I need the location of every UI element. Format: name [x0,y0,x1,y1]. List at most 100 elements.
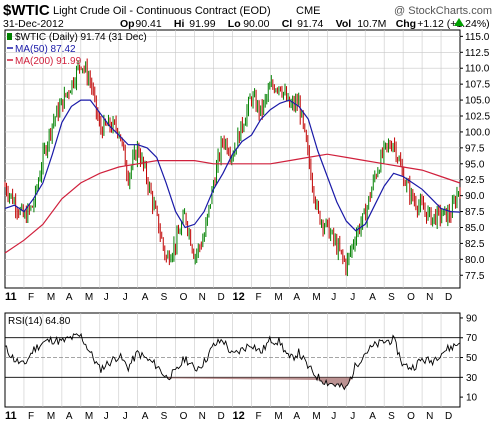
price-x-tick-label: M [85,292,93,303]
price-x-tick-label: M [274,292,282,303]
quote-date: 31-Dec-2012 [3,18,64,30]
rsi-y-tick-label: 30 [466,373,478,384]
rsi-x-tick-label: M [85,411,93,422]
price-x-tick-label: M [47,292,55,303]
price-x-tick-label: A [66,292,73,303]
symbol-title: $WTIC [3,2,50,19]
price-x-tick-label: F [255,292,261,303]
rsi-x-tick-label: J [331,411,336,422]
instrument-description: Light Crude Oil - Continuous Contract (E… [53,5,271,17]
price-y-tick-label: 107.5 [465,80,490,91]
rsi-x-tick-label: S [388,411,395,422]
rsi-x-tick-label: M [274,411,282,422]
price-y-tick-label: 77.5 [465,271,485,282]
price-y-tick-label: 85.0 [465,223,485,234]
rsi-grid [5,313,460,407]
watermark: @ StockCharts.com [394,5,492,17]
price-y-tick-label: 87.5 [465,207,485,218]
price-y-tick-label: 110.0 [465,64,490,75]
rsi-y-tick-label: 90 [466,313,478,324]
price-x-tick-label: D [218,292,225,303]
quote-value-hi: 91.99 [189,18,215,30]
price-x-tick-label: D [445,292,452,303]
price-y-tick-label: 100.0 [465,127,490,138]
price-x-tick-label: A [293,292,300,303]
price-y-tick-label: 92.5 [465,175,485,186]
price-x-tick-label: M [312,292,320,303]
ma200-line [4,153,461,254]
rsi-x-tick-label: 12 [233,410,245,422]
price-x-tick-label: S [388,292,395,303]
legend-ma50: MA(50) 87.42 [15,44,76,55]
quote-value-cl: 91.74 [297,18,323,30]
quote-value-vol: 10.7M [357,18,386,30]
price-y-tick-label: 82.5 [465,239,485,250]
price-x-tick-label: A [142,292,149,303]
rsi-x-tick-label: N [199,411,206,422]
rsi-x-tick-label: S [161,411,168,422]
quote-value-chg: +1.12 (+1.24%) [417,18,489,30]
price-x-tick-label: A [369,292,376,303]
rsi-x-tick-label: J [104,411,109,422]
rsi-x-tick-label: O [407,411,415,422]
quote-label-chg: Chg [396,18,416,30]
rsi-x-tick-label: M [47,411,55,422]
price-x-tick-label: 11 [5,291,17,303]
rsi-x-tick-label: O [180,411,188,422]
price-x-tick-label: N [199,292,206,303]
rsi-x-axis: 11 F M A M J J A S O N D 12 F M A M J J A S O N D [5,410,452,422]
price-panel: 77.5 80.0 82.5 85.0 87.5 90.0 92.5 95.0 97.5 100.… [4,29,490,303]
quote-label-op: Op [120,18,135,30]
legend-ma200: MA(200) 91.99 [15,56,82,67]
rsi-x-tick-label: N [426,411,433,422]
rsi-x-tick-label: M [312,411,320,422]
price-x-tick-label: J [123,292,128,303]
price-y-tick-label: 97.5 [465,143,485,154]
legend-rsi: RSI(14) 64.80 [8,316,71,327]
up-arrow-icon [454,18,464,26]
rsi-x-tick-label: J [350,411,355,422]
price-x-tick-label: J [104,292,109,303]
ma50-line [4,99,461,232]
price-x-tick-label: J [350,292,355,303]
rsi-x-tick-label: A [66,411,73,422]
quote-value-op: 90.41 [135,18,161,30]
quote-line: Op 90.41 Hi 91.99 Lo 90.00 Cl 91.74 Vol 10.7M Chg +… [120,18,490,30]
price-x-tick-label: F [28,292,34,303]
price-y-tick-label: 95.0 [465,159,485,170]
legend-price: $WTIC (Daily) 91.74 (31 Dec) [15,32,147,43]
rsi-x-tick-label: A [369,411,376,422]
price-y-tick-label: 105.0 [465,96,490,107]
price-y-axis: 77.5 80.0 82.5 85.0 87.5 90.0 92.5 95.0 97.5 100.… [460,32,490,282]
rsi-x-tick-label: A [142,411,149,422]
quote-label-vol: Vol [336,18,352,30]
rsi-x-tick-label: A [293,411,300,422]
price-y-tick-label: 112.5 [465,48,490,59]
rsi-x-tick-label: F [255,411,261,422]
exchange-label: CME [296,5,320,17]
price-y-tick-label: 115.0 [465,32,490,43]
price-y-tick-label: 90.0 [465,191,485,202]
rsi-line [4,332,461,391]
rsi-oversold-fill [167,377,352,390]
price-x-tick-label: O [407,292,415,303]
price-x-tick-label: J [331,292,336,303]
rsi-x-tick-label: D [218,411,225,422]
rsi-y-tick-label: 10 [466,393,478,404]
quote-label-lo: Lo [228,18,241,30]
price-x-tick-label: 12 [233,291,245,303]
rsi-x-tick-label: D [445,411,452,422]
rsi-x-tick-label: J [123,411,128,422]
legend-bars-swatch [7,33,12,40]
quote-value-lo: 90.00 [243,18,269,30]
quote-label-cl: Cl [282,18,293,30]
price-legend: $WTIC (Daily) 91.74 (31 Dec) MA(50) 87.4… [7,32,147,67]
rsi-y-axis: 10 30 50 70 90 [460,313,478,404]
quote-label-hi: Hi [174,18,185,30]
price-x-tick-label: N [426,292,433,303]
price-x-tick-label: S [161,292,168,303]
rsi-x-tick-label: F [28,411,34,422]
price-x-tick-label: O [180,292,188,303]
